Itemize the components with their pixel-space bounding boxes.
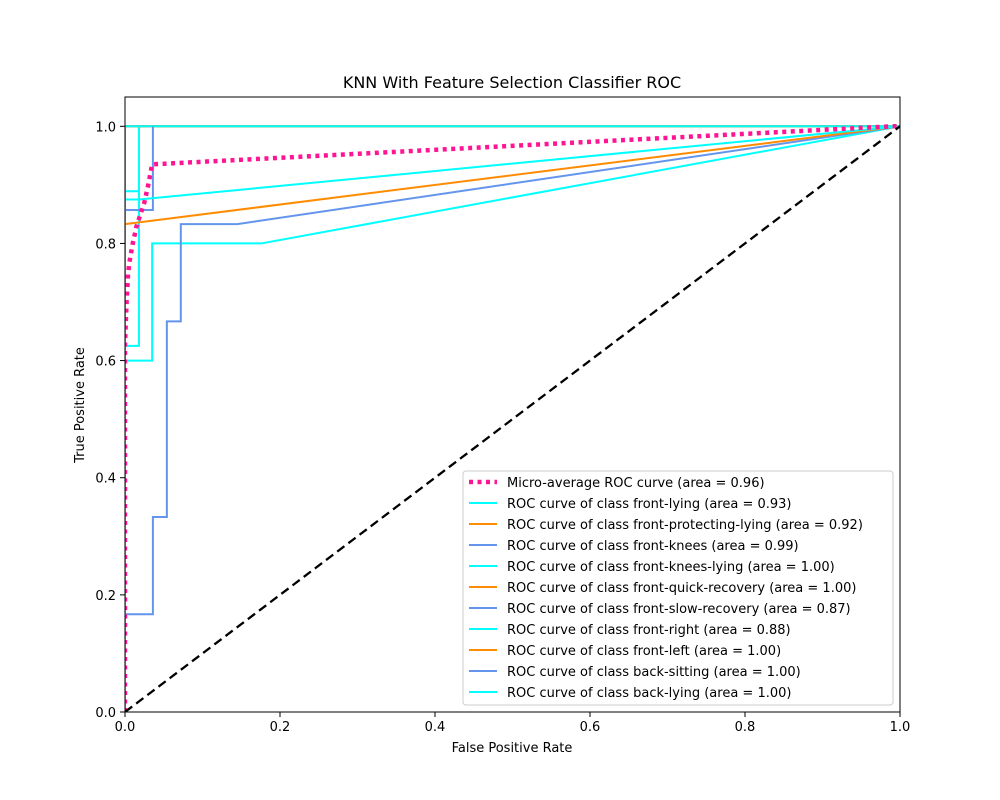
legend-label: ROC curve of class front-lying (area = 0… xyxy=(507,497,792,512)
chance-diagonal-line xyxy=(125,125,900,712)
legend-label: ROC curve of class back-lying (area = 1.… xyxy=(507,686,791,701)
legend-label: ROC curve of class back-sitting (area = … xyxy=(507,665,801,680)
roc-series-line-2 xyxy=(125,125,900,712)
x-tick-label: 0.2 xyxy=(270,720,291,735)
y-tick-label: 1.0 xyxy=(95,120,116,135)
legend-label: Micro-average ROC curve (area = 0.96) xyxy=(507,476,765,491)
y-axis-label: True Positive Rate xyxy=(73,347,88,464)
x-tick-label: 0.4 xyxy=(425,720,446,735)
x-tick-label: 0.0 xyxy=(115,720,136,735)
roc-series-line-4 xyxy=(125,125,900,712)
y-tick-label: 0.2 xyxy=(95,589,116,604)
legend-label: ROC curve of class front-protecting-lyin… xyxy=(507,518,863,533)
legend-label: ROC curve of class front-knees (area = 0… xyxy=(507,539,799,554)
roc-series-line-6 xyxy=(125,125,900,712)
plot-area xyxy=(125,124,900,712)
roc-series-line-1 xyxy=(125,125,900,712)
legend-label: ROC curve of class front-knees-lying (ar… xyxy=(507,560,835,575)
plot-frame xyxy=(124,96,901,713)
y-tick-label: 0.4 xyxy=(95,472,116,487)
y-tick-label: 0.6 xyxy=(95,355,116,370)
x-axis-label: False Positive Rate xyxy=(452,741,573,756)
series-group xyxy=(125,124,900,712)
legend-label: ROC curve of class front-slow-recovery (… xyxy=(507,602,851,617)
legend-label: ROC curve of class front-quick-recovery … xyxy=(507,581,856,596)
chart-title: KNN With Feature Selection Classifier RO… xyxy=(343,73,681,92)
legend-label: ROC curve of class front-right (area = 0… xyxy=(507,623,791,638)
x-tick-label: 1.0 xyxy=(890,720,911,735)
legend: Micro-average ROC curve (area = 0.96) ROC… xyxy=(462,470,894,706)
legend-box xyxy=(462,470,894,706)
x-tick-label: 0.8 xyxy=(735,720,756,735)
roc-series-line-7 xyxy=(125,125,900,712)
y-tick-label: 0.0 xyxy=(95,706,116,721)
legend-label: ROC curve of class front-left (area = 1.… xyxy=(507,644,781,659)
y-tick-label: 0.8 xyxy=(95,237,116,252)
micro-average-line xyxy=(125,124,900,712)
x-tick-label: 0.6 xyxy=(580,720,601,735)
axis-ticks: 0.0 0.2 0.4 0.6 0.8 1.0 0.0 0.2 0.4 0.6 0.8 1.0 xyxy=(95,120,910,735)
